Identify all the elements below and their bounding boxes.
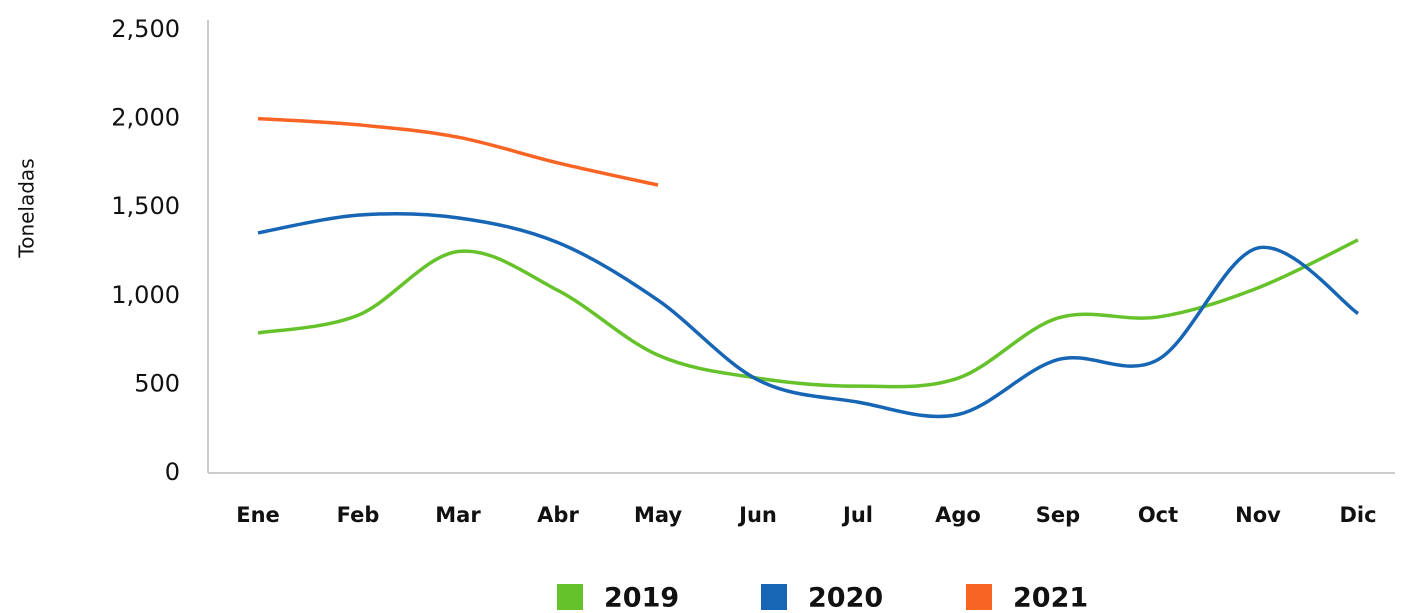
y-tick-label: 1,500 [111,192,180,220]
x-tick-label: Nov [1235,503,1281,527]
x-tick-label: Feb [337,503,380,527]
x-tick-label: May [634,503,682,527]
series-line [257,238,1359,389]
y-tick-label: 500 [134,369,180,397]
x-tick-label: Ene [236,503,280,527]
x-tick-label: Mar [435,503,481,527]
x-tick-label: Ago [935,503,981,527]
x-tick-label: Dic [1339,503,1376,527]
x-tick-label: Jun [737,503,777,527]
y-tick-label: 1,000 [111,281,180,309]
series-line [257,211,1360,419]
x-tick-label: Jul [841,503,873,527]
x-tick-label: Sep [1036,503,1080,527]
y-tick-label: 0 [165,458,180,486]
y-tick-label: 2,000 [111,104,180,132]
series-line [257,116,659,187]
legend-label: 2021 [1013,583,1088,613]
y-axis-label: Toneladas [15,158,39,258]
legend-label: 2019 [604,583,679,613]
legend-swatch [761,584,787,610]
y-tick-label: 2,500 [111,15,180,43]
x-tick-label: Oct [1138,503,1178,527]
legend-swatch [966,584,992,610]
x-tick-label: Abr [537,503,579,527]
legend-label: 2020 [808,583,883,613]
legend-swatch [557,584,583,610]
